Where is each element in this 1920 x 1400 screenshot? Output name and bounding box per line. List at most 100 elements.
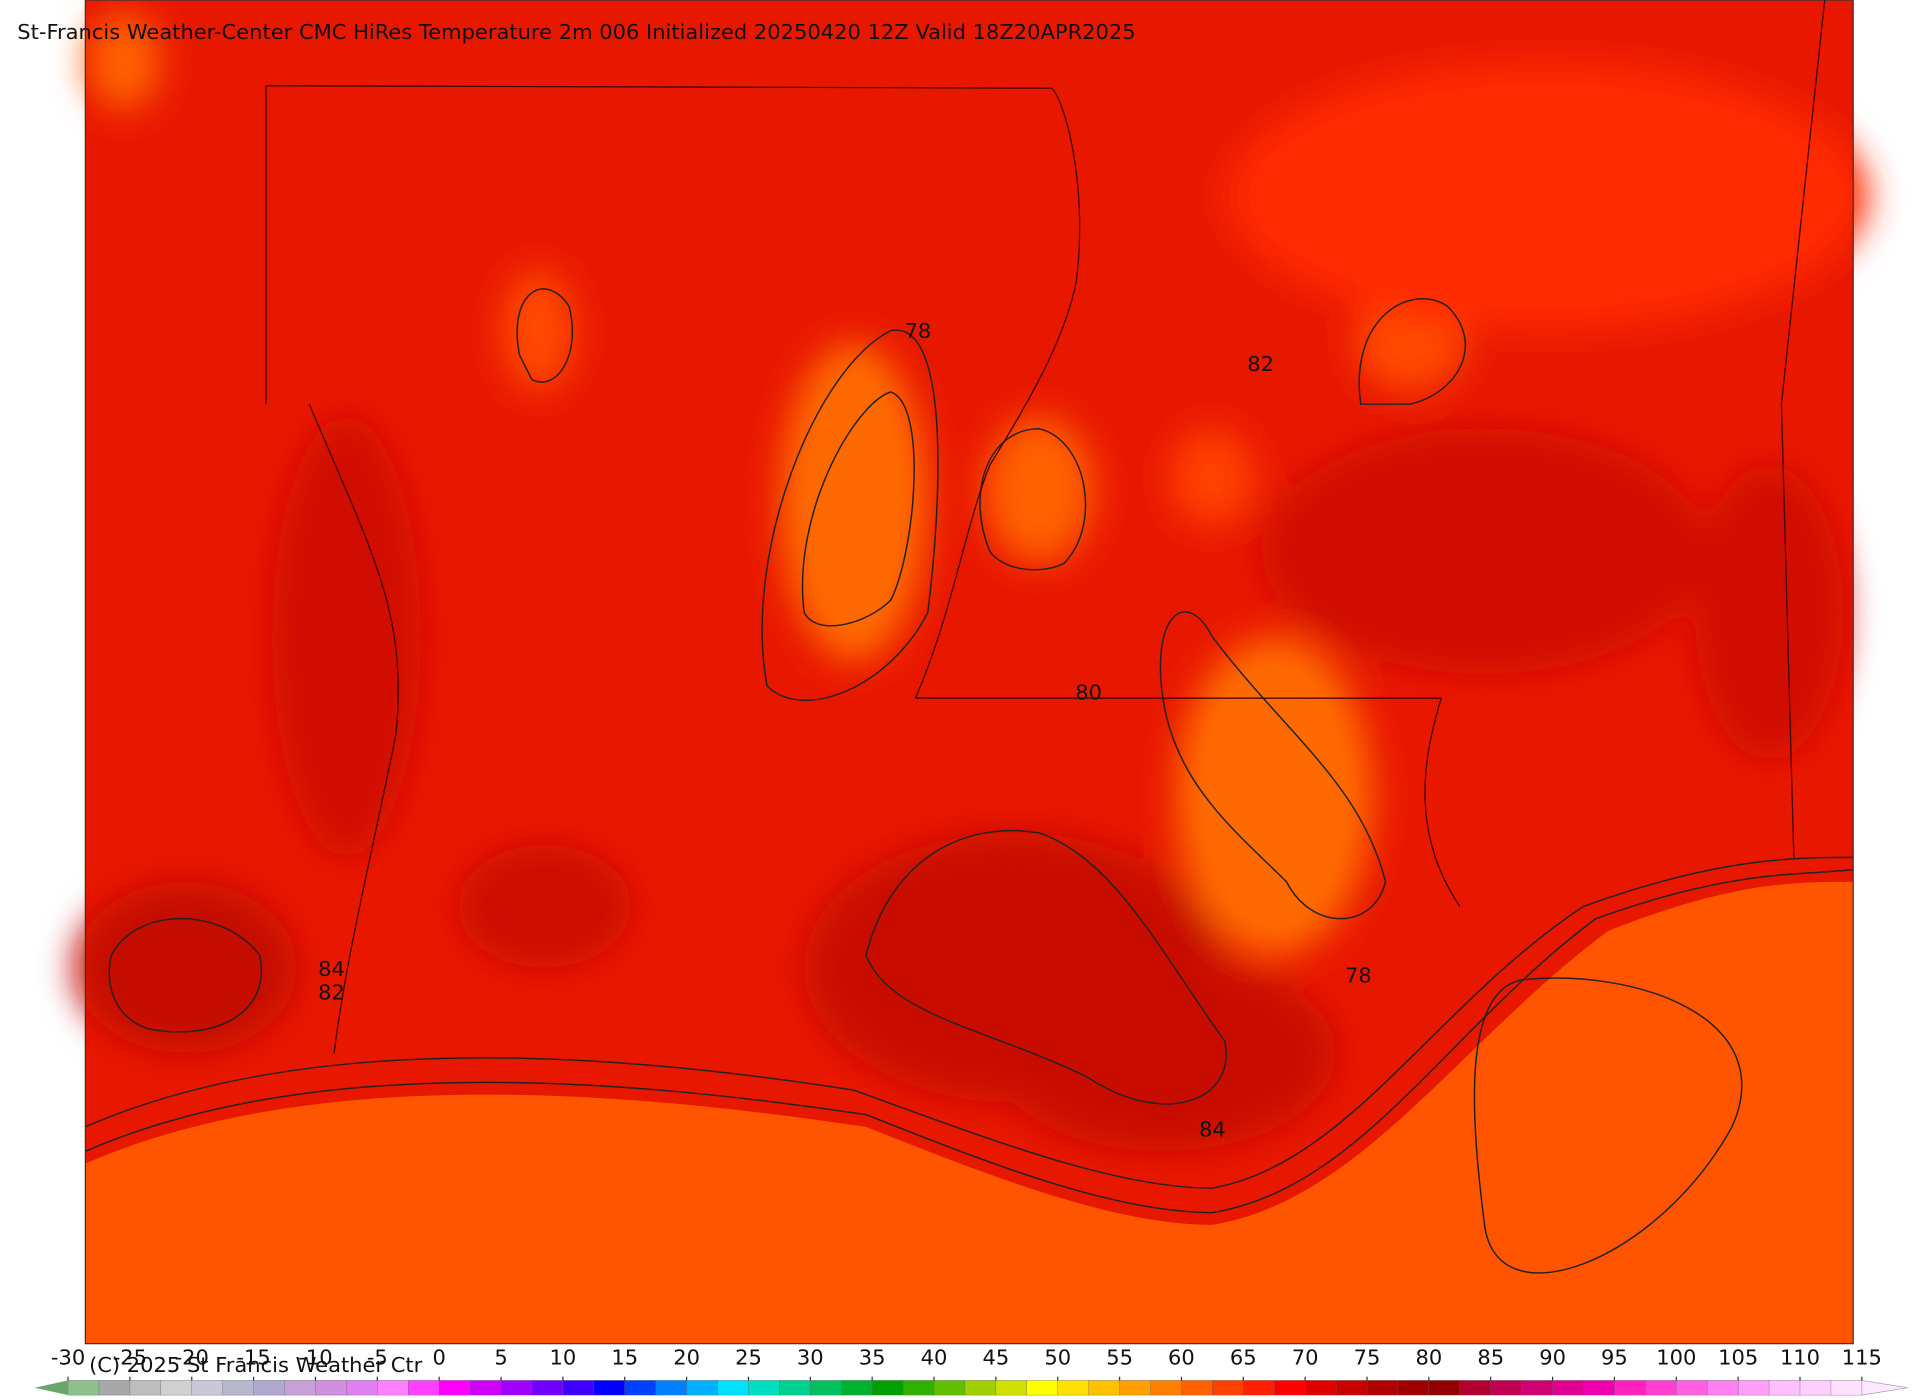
colorbar-tick-label: 5	[494, 1346, 507, 1370]
colorbar-tick-label: 100	[1656, 1346, 1696, 1370]
colorbar-swatch	[1676, 1380, 1709, 1396]
colorbar-swatch	[531, 1380, 564, 1396]
colorbar-swatch	[1583, 1380, 1616, 1396]
copyright: (C) 2025 St Francis Weather Ctr	[89, 1353, 423, 1377]
colorbar-swatch	[98, 1380, 131, 1396]
colorbar-tick-label: 60	[1168, 1346, 1195, 1370]
colorbar-swatch	[1428, 1380, 1461, 1396]
colorbar-swatch	[810, 1380, 843, 1396]
colorbar-swatch	[377, 1380, 410, 1396]
colorbar-swatch	[1057, 1380, 1090, 1396]
colorbar-swatch	[408, 1380, 440, 1396]
colorbar-swatch	[1088, 1380, 1121, 1396]
colorbar-swatch	[67, 1380, 100, 1396]
colorbar-tick-label: 40	[921, 1346, 948, 1370]
colorbar-swatch	[1212, 1380, 1245, 1396]
colorbar-swatch	[1243, 1380, 1276, 1396]
colorbar-swatch	[562, 1380, 595, 1396]
colorbar-swatch	[1707, 1380, 1739, 1396]
colorbar-tick-label: -15	[236, 1346, 270, 1370]
colorbar-arrow	[1861, 1380, 1908, 1396]
colorbar-swatch	[1737, 1380, 1770, 1396]
colorbar-swatch	[284, 1380, 317, 1396]
colorbar-swatch	[1490, 1380, 1523, 1396]
colorbar-arrow	[34, 1380, 69, 1396]
colorbar-swatch	[995, 1380, 1028, 1396]
colorbar-swatch	[438, 1380, 471, 1396]
colorbar-swatch	[1459, 1380, 1492, 1396]
colorbar-tick-label: 85	[1477, 1346, 1504, 1370]
map-field	[74, 0, 1869, 1345]
colorbar-swatch	[1768, 1380, 1801, 1396]
gulf	[85, 881, 1854, 1344]
borders	[265, 0, 1826, 1054]
colorbar-tick-label: 25	[735, 1346, 762, 1370]
colorbar-swatch	[1026, 1380, 1059, 1396]
colorbar-swatch	[933, 1380, 966, 1396]
colorbar-swatch	[1521, 1380, 1554, 1396]
colorbar-swatch	[469, 1380, 502, 1396]
contour-label: 78	[905, 319, 932, 343]
colorbar-tick-label: 110	[1780, 1346, 1820, 1370]
colorbar-swatch	[871, 1380, 904, 1396]
colorbar-tick-label: 15	[611, 1346, 638, 1370]
colorbar-swatch	[129, 1380, 162, 1396]
colorbar-swatch	[1304, 1380, 1337, 1396]
colorbar-swatch	[346, 1380, 379, 1396]
colorbar-tick-label: -25	[113, 1346, 147, 1370]
colorbar-swatch	[1274, 1380, 1306, 1396]
colorbar-swatch	[1181, 1380, 1214, 1396]
colorbar-tick-label: 45	[983, 1346, 1010, 1370]
colorbar-tick-label: -20	[175, 1346, 209, 1370]
colorbar-swatch	[841, 1380, 873, 1396]
colorbar-tick-label: 0	[432, 1346, 445, 1370]
colorbar-swatch	[160, 1380, 193, 1396]
colorbar-swatch	[902, 1380, 935, 1396]
contours	[85, 288, 1854, 1274]
colorbar-tick-label: 10	[550, 1346, 577, 1370]
colorbar-tick-label: 30	[797, 1346, 824, 1370]
colorbar-swatch	[655, 1380, 688, 1396]
colorbar-swatch	[253, 1380, 286, 1396]
colorbar-tick-label: -30	[51, 1346, 85, 1370]
colorbar-swatch	[191, 1380, 224, 1396]
colorbar: -30 -25 -20 -15 -10 -5 0 5 10 15 20 25 30 35 40 45 50 55 6…	[34, 1346, 1908, 1396]
colorbar-swatch	[222, 1380, 255, 1396]
contour-label: 78	[1345, 963, 1372, 987]
contour-label: 82	[318, 981, 345, 1005]
colorbar-tick-label: 65	[1230, 1346, 1257, 1370]
colorbar-tick-label: 70	[1292, 1346, 1319, 1370]
colorbar-swatch	[1552, 1380, 1585, 1396]
colorbar-swatch	[1645, 1380, 1678, 1396]
contour-label: 84	[318, 957, 345, 981]
colorbar-swatch	[624, 1380, 657, 1396]
colorbar-swatch	[315, 1380, 348, 1396]
colorbar-tick-label: 95	[1601, 1346, 1628, 1370]
colorbar-swatch	[1335, 1380, 1368, 1396]
colorbar-swatch	[1366, 1380, 1399, 1396]
map-title: St-Francis Weather-Center CMC HiRes Temp…	[17, 20, 1135, 44]
colorbar-tick-label: 115	[1842, 1346, 1882, 1370]
colorbar-tick-label: -5	[367, 1346, 388, 1370]
contour-label: 82	[1247, 352, 1274, 376]
colorbar-tick-label: 90	[1539, 1346, 1566, 1370]
colorbar-tick-label: 80	[1415, 1346, 1442, 1370]
colorbar-swatch	[1799, 1380, 1832, 1396]
colorbar-tick-label: 55	[1106, 1346, 1133, 1370]
colorbar-swatch	[964, 1380, 997, 1396]
colorbar-swatch	[1397, 1380, 1430, 1396]
colorbar-swatch	[1150, 1380, 1183, 1396]
contour-label: 84	[1199, 1118, 1226, 1142]
contour-label: 80	[1075, 680, 1102, 704]
colorbar-tick-label: -10	[298, 1346, 332, 1370]
temperature-blobs	[74, 12, 1869, 1152]
colorbar-swatch	[593, 1380, 626, 1396]
colorbar-swatch	[500, 1380, 533, 1396]
colorbar-swatch	[1830, 1380, 1863, 1396]
colorbar-swatch	[748, 1380, 781, 1396]
colorbar-tick-label: 75	[1354, 1346, 1381, 1370]
colorbar-swatch	[1119, 1380, 1152, 1396]
colorbar-tick-label: 105	[1718, 1346, 1758, 1370]
